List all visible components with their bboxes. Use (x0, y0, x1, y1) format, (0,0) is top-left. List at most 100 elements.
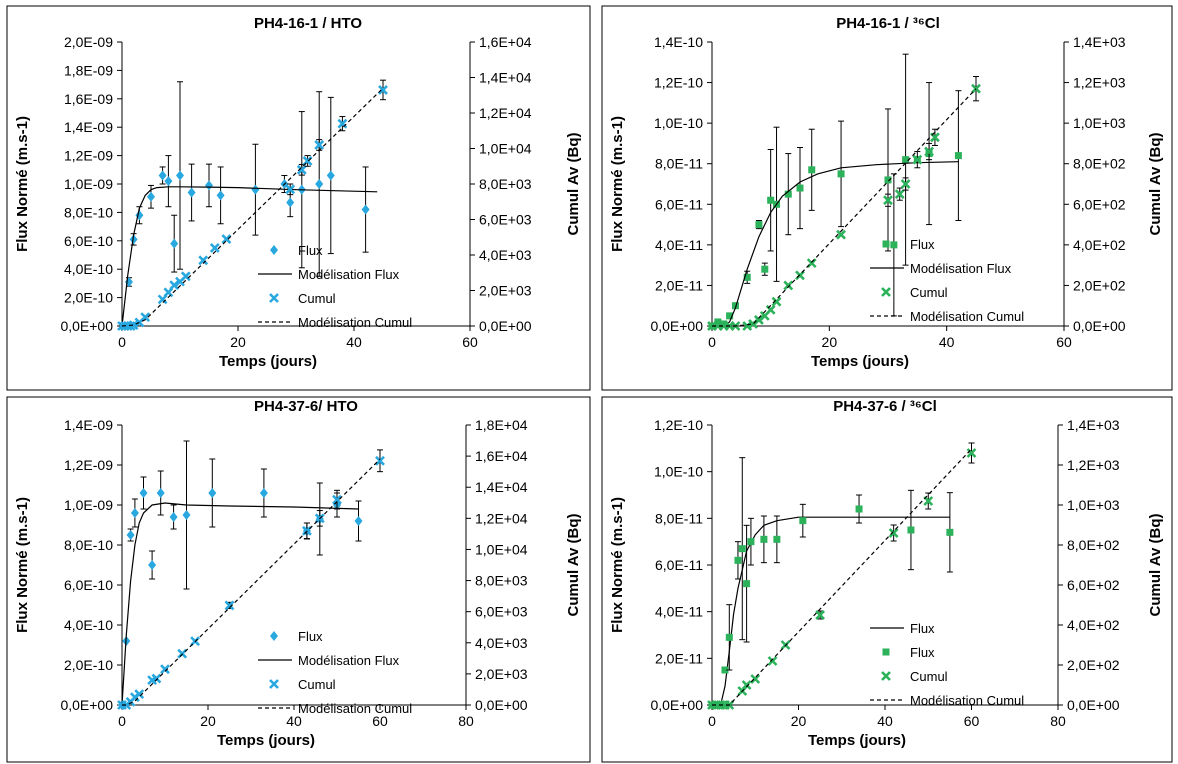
cumul-point (966, 448, 977, 458)
flux-point (954, 152, 962, 160)
flux-point (164, 176, 173, 187)
flux-point (126, 530, 135, 540)
flux-point (731, 302, 739, 310)
flux-point (714, 318, 722, 326)
cumul-point (160, 664, 170, 675)
y-tick-label-left: 1,4E-09 (64, 119, 113, 135)
legend-x-symbol (269, 679, 279, 689)
cumul-point (224, 600, 235, 611)
y-tick-label-left: 1,4E-09 (64, 417, 113, 433)
legend-entry: Cumul (269, 677, 336, 692)
y-tick-label-left: 0,0E+00 (60, 318, 113, 334)
y-axis-title-right: Cumul Av (Bq) (565, 132, 582, 235)
cumul-point (296, 164, 307, 175)
y-tick-label-left: 2,0E-11 (655, 650, 703, 666)
flux-point (361, 204, 370, 215)
y-tick-label-left: 0,0E+00 (60, 697, 113, 713)
cumul-point (783, 280, 794, 291)
legend-entry: Modélisation Flux (870, 261, 1012, 276)
x-tick-label: 40 (877, 713, 893, 729)
cumul-point (198, 255, 209, 266)
y-tick-label-right: 1,6E+04 (475, 448, 528, 464)
flux-point (808, 166, 816, 174)
legend-label: Flux (910, 237, 935, 252)
y-tick-label-left: 4,0E-10 (64, 261, 113, 277)
cumul-point (765, 304, 776, 315)
y-tick-label-left: 8,0E-11 (655, 510, 703, 526)
cumul-point (888, 528, 899, 538)
y-tick-label-left: 1,0E-09 (64, 497, 113, 513)
flux-point (286, 197, 295, 208)
cumul-point (375, 455, 385, 466)
chart-title-cl-16-1: PH4-16-1 / ³⁶Cl (836, 15, 940, 32)
y-tick-label-right: 2,0E+02 (1067, 657, 1120, 673)
y-tick-label-left: 8,0E-10 (64, 204, 113, 220)
y-tick-label-left: 2,0E-10 (64, 290, 113, 306)
y-axis-title-left: Flux Normé (m.s-1) (14, 497, 31, 633)
y-tick-label-right: 4,0E+02 (1073, 237, 1126, 253)
flux-point (251, 184, 260, 195)
flux-point (158, 170, 167, 181)
flux-point (147, 191, 155, 202)
x-tick-label: 0 (708, 334, 716, 350)
y-tick-label-right: 1,2E+04 (479, 105, 532, 121)
x-tick-label: 40 (286, 713, 302, 729)
legend-square-symbol (882, 240, 890, 248)
x-axis-title: Temps (jours) (811, 353, 909, 370)
y-tick-label-left: 1,0E-10 (654, 464, 703, 480)
cumul-point (912, 154, 923, 165)
y-tick-label-right: 2,0E+03 (475, 666, 528, 682)
x-tick-label: 20 (230, 334, 246, 350)
y-tick-label-right: 8,0E+03 (475, 573, 528, 589)
y-tick-label-left: 8,0E-10 (64, 537, 113, 553)
legend-label: Modélisation Cumul (298, 701, 412, 716)
x-tick-label: 60 (462, 334, 478, 350)
flux-point (767, 196, 775, 204)
y-tick-label-right: 1,4E+03 (1073, 34, 1126, 50)
x-tick-label: 60 (1056, 334, 1072, 350)
legend-x-symbol (269, 293, 279, 303)
flux-point (721, 666, 729, 674)
flux-point (182, 510, 191, 520)
y-axis-title-left: Flux Normé (m.s-1) (14, 116, 31, 252)
y-tick-label-right: 4,0E+03 (475, 635, 528, 651)
y-tick-label-left: 1,2E-09 (64, 148, 113, 164)
legend-label: Flux (910, 645, 935, 660)
model-flux-line (121, 502, 359, 706)
y-tick-label-left: 2,0E-09 (64, 34, 113, 50)
cumul-point (134, 689, 145, 700)
x-tick-label: 80 (1050, 713, 1066, 729)
legend-label: Modélisation Cumul (298, 315, 412, 330)
y-tick-label-left: 2,0E-11 (655, 277, 703, 293)
flux-point (315, 179, 324, 189)
x-tick-label: 20 (822, 334, 838, 350)
legend-entry: Modélisation Cumul (870, 309, 1024, 324)
flux-point (837, 170, 845, 178)
cumul-point (378, 85, 388, 95)
cumul-point (337, 118, 348, 129)
x-axis-title: Temps (jours) (219, 353, 317, 370)
legend-label: Flux (298, 243, 323, 258)
flux-point (890, 241, 898, 249)
flux-point (743, 273, 751, 281)
flux-point (760, 535, 768, 543)
x-tick-label: 60 (964, 713, 980, 729)
x-tick-label: 40 (939, 334, 955, 350)
x-axis-title: Temps (jours) (808, 732, 906, 749)
flux-point (205, 180, 213, 191)
flux-point (354, 516, 363, 526)
y-tick-label-left: 6,0E-11 (655, 196, 703, 212)
flux-point (738, 545, 746, 553)
legend-entry: Flux (270, 629, 323, 644)
y-tick-label-left: 4,0E-10 (64, 617, 113, 633)
flux-point (884, 176, 892, 184)
y-tick-label-right: 0,0E+00 (1073, 318, 1126, 334)
legend-entry: Cumul (269, 291, 336, 306)
y-tick-label-left: 1,0E-09 (64, 176, 113, 192)
cumul-point (900, 179, 911, 189)
chart-panel-hto-37-6: 0,0E+00 2,0E-10 4,0E-10 6,0E-10 8,0E-10 1,0E-… (6, 396, 591, 763)
y-tick-label-left: 1,8E-09 (64, 62, 113, 78)
cumul-point (836, 229, 846, 240)
y-tick-label-right: 8,0E+02 (1073, 156, 1126, 172)
cumul-point (771, 296, 782, 307)
